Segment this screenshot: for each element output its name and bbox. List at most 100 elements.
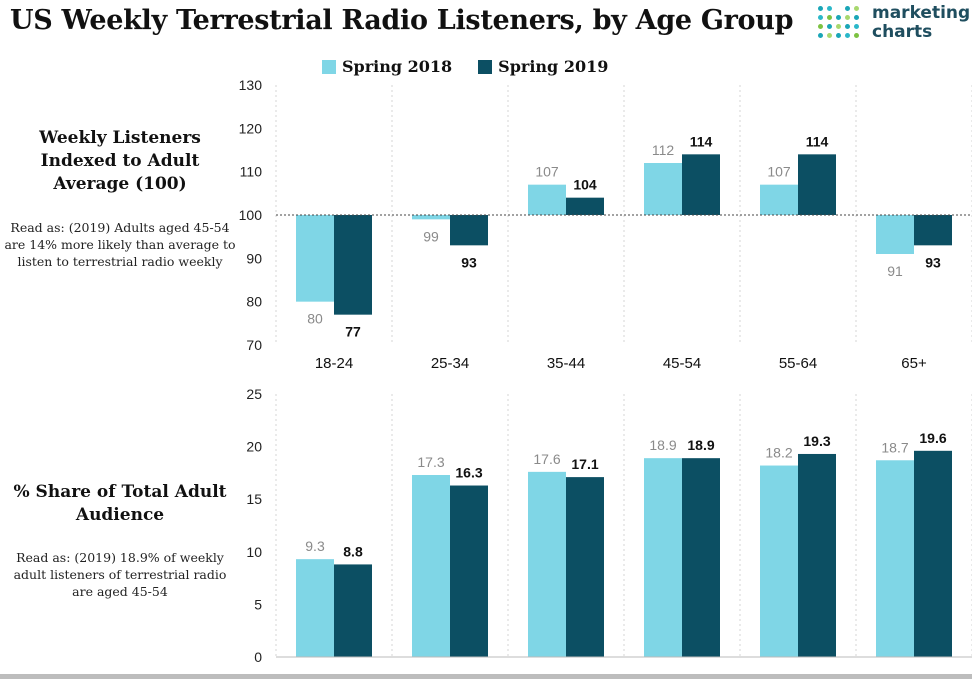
brand-dot (836, 33, 841, 38)
bar-2018-55-64 (760, 184, 798, 215)
legend-item-2019: Spring 2019 (478, 57, 608, 76)
data-label: 18.9 (649, 437, 676, 453)
y-tick-label: 110 (240, 164, 263, 180)
bar-2018-45-54 (644, 163, 682, 215)
y-tick-label: 70 (246, 337, 262, 353)
data-label: 18.2 (765, 445, 792, 461)
y-tick-label: 90 (246, 250, 262, 266)
y-tick-label: 120 (239, 120, 263, 136)
bar-2018-35-44 (528, 471, 566, 657)
data-label: 99 (423, 228, 439, 244)
data-label: 9.3 (305, 538, 325, 554)
bar-2018-18-24 (296, 559, 334, 657)
data-label: 17.6 (533, 451, 560, 467)
bar-2019-25-34 (450, 215, 488, 246)
brand-dot (845, 24, 850, 29)
bar-2019-25-34 (450, 485, 488, 657)
legend-label-2018: Spring 2018 (342, 57, 453, 76)
brand-dot (827, 15, 832, 20)
brand-dot (818, 33, 823, 38)
chart-title: US Weekly Terrestrial Radio Listeners, b… (10, 5, 794, 36)
x-tick-label: 35-44 (547, 355, 585, 372)
brand-dots-icon (818, 6, 864, 44)
brand-dot (836, 15, 841, 20)
legend-item-2018: Spring 2018 (322, 57, 452, 76)
y-tick-label: 100 (239, 207, 263, 223)
legend-label-2019: Spring 2019 (498, 57, 609, 76)
x-tick-label: 65+ (901, 355, 927, 372)
bar-2018-45-54 (644, 458, 682, 657)
data-label: 93 (461, 254, 477, 270)
panel-1-note: Read as: (2019) Adults aged 45-54 are 14… (4, 220, 236, 269)
panel-2-note: Read as: (2019) 18.9% of weekly adult li… (13, 550, 227, 599)
data-label: 91 (887, 263, 903, 279)
y-tick-label: 15 (246, 491, 262, 507)
y-tick-label: 130 (239, 77, 263, 93)
bar-2019-55-64 (798, 453, 836, 657)
data-label: 114 (806, 133, 829, 149)
data-label: 104 (573, 177, 597, 193)
y-tick-label: 0 (254, 649, 262, 665)
x-tick-label: 45-54 (663, 355, 701, 372)
brand-dot (854, 24, 859, 29)
data-label: 93 (925, 254, 941, 270)
data-label: 107 (535, 164, 559, 180)
data-label: 19.3 (803, 433, 830, 449)
bar-2018-35-44 (528, 184, 566, 215)
data-label: 18.9 (687, 437, 714, 453)
bar-2019-45-54 (682, 458, 720, 657)
x-tick-label: 55-64 (779, 355, 817, 372)
data-label: 114 (690, 133, 713, 149)
legend-swatch-2018 (322, 59, 336, 74)
data-label: 17.1 (571, 456, 598, 472)
brand-dot (845, 6, 850, 11)
y-tick-label: 10 (246, 544, 262, 560)
data-label: 8.8 (343, 543, 363, 559)
bar-2018-55-64 (760, 465, 798, 657)
y-tick-label: 5 (254, 596, 262, 612)
bar-2018-25-34 (412, 215, 450, 220)
bar-2019-18-24 (334, 215, 372, 315)
data-label: 17.3 (417, 454, 444, 470)
data-label: 77 (345, 324, 361, 340)
bar-2019-35-44 (566, 477, 604, 657)
y-tick-label: 80 (246, 294, 262, 310)
bar-2019-18-24 (334, 564, 372, 657)
legend: Spring 2018 Spring 2019 (322, 57, 634, 76)
brand-dot (818, 24, 823, 29)
bar-2018-18-24 (296, 215, 334, 302)
brand-dot (818, 6, 823, 11)
bar-2019-35-44 (566, 197, 604, 215)
brand-dot (827, 6, 832, 11)
bar-2018-65+ (876, 460, 914, 657)
panel-2-title: % Share of Total Adult Audience (13, 482, 227, 525)
bar-2019-65+ (914, 450, 952, 657)
brand-dot (827, 24, 832, 29)
brand-logo: marketing charts (818, 4, 970, 46)
bar-2018-65+ (876, 215, 914, 254)
data-label: 107 (767, 164, 791, 180)
brand-line-2: charts (872, 22, 933, 42)
bar-2018-25-34 (412, 475, 450, 657)
brand-wordmark: marketing charts (872, 4, 970, 42)
brand-dot (836, 24, 841, 29)
data-label: 80 (307, 311, 323, 327)
bar-2019-65+ (914, 215, 952, 246)
brand-dot (818, 15, 823, 20)
brand-dot (854, 33, 859, 38)
brand-dot (845, 15, 850, 20)
panel-1-title: Weekly Listeners Indexed to Adult Averag… (39, 128, 201, 194)
brand-dot (854, 15, 859, 20)
x-tick-label: 18-24 (315, 355, 353, 372)
data-label: 112 (652, 142, 675, 158)
brand-dot (854, 6, 859, 11)
data-label: 19.6 (919, 430, 946, 446)
footer-bar (0, 674, 972, 679)
brand-dot (827, 33, 832, 38)
brand-dot (845, 33, 850, 38)
legend-swatch-2019 (478, 59, 493, 74)
bar-2019-45-54 (682, 154, 720, 215)
y-tick-label: 20 (246, 439, 262, 455)
data-label: 16.3 (455, 465, 482, 481)
data-label: 18.7 (881, 439, 908, 455)
